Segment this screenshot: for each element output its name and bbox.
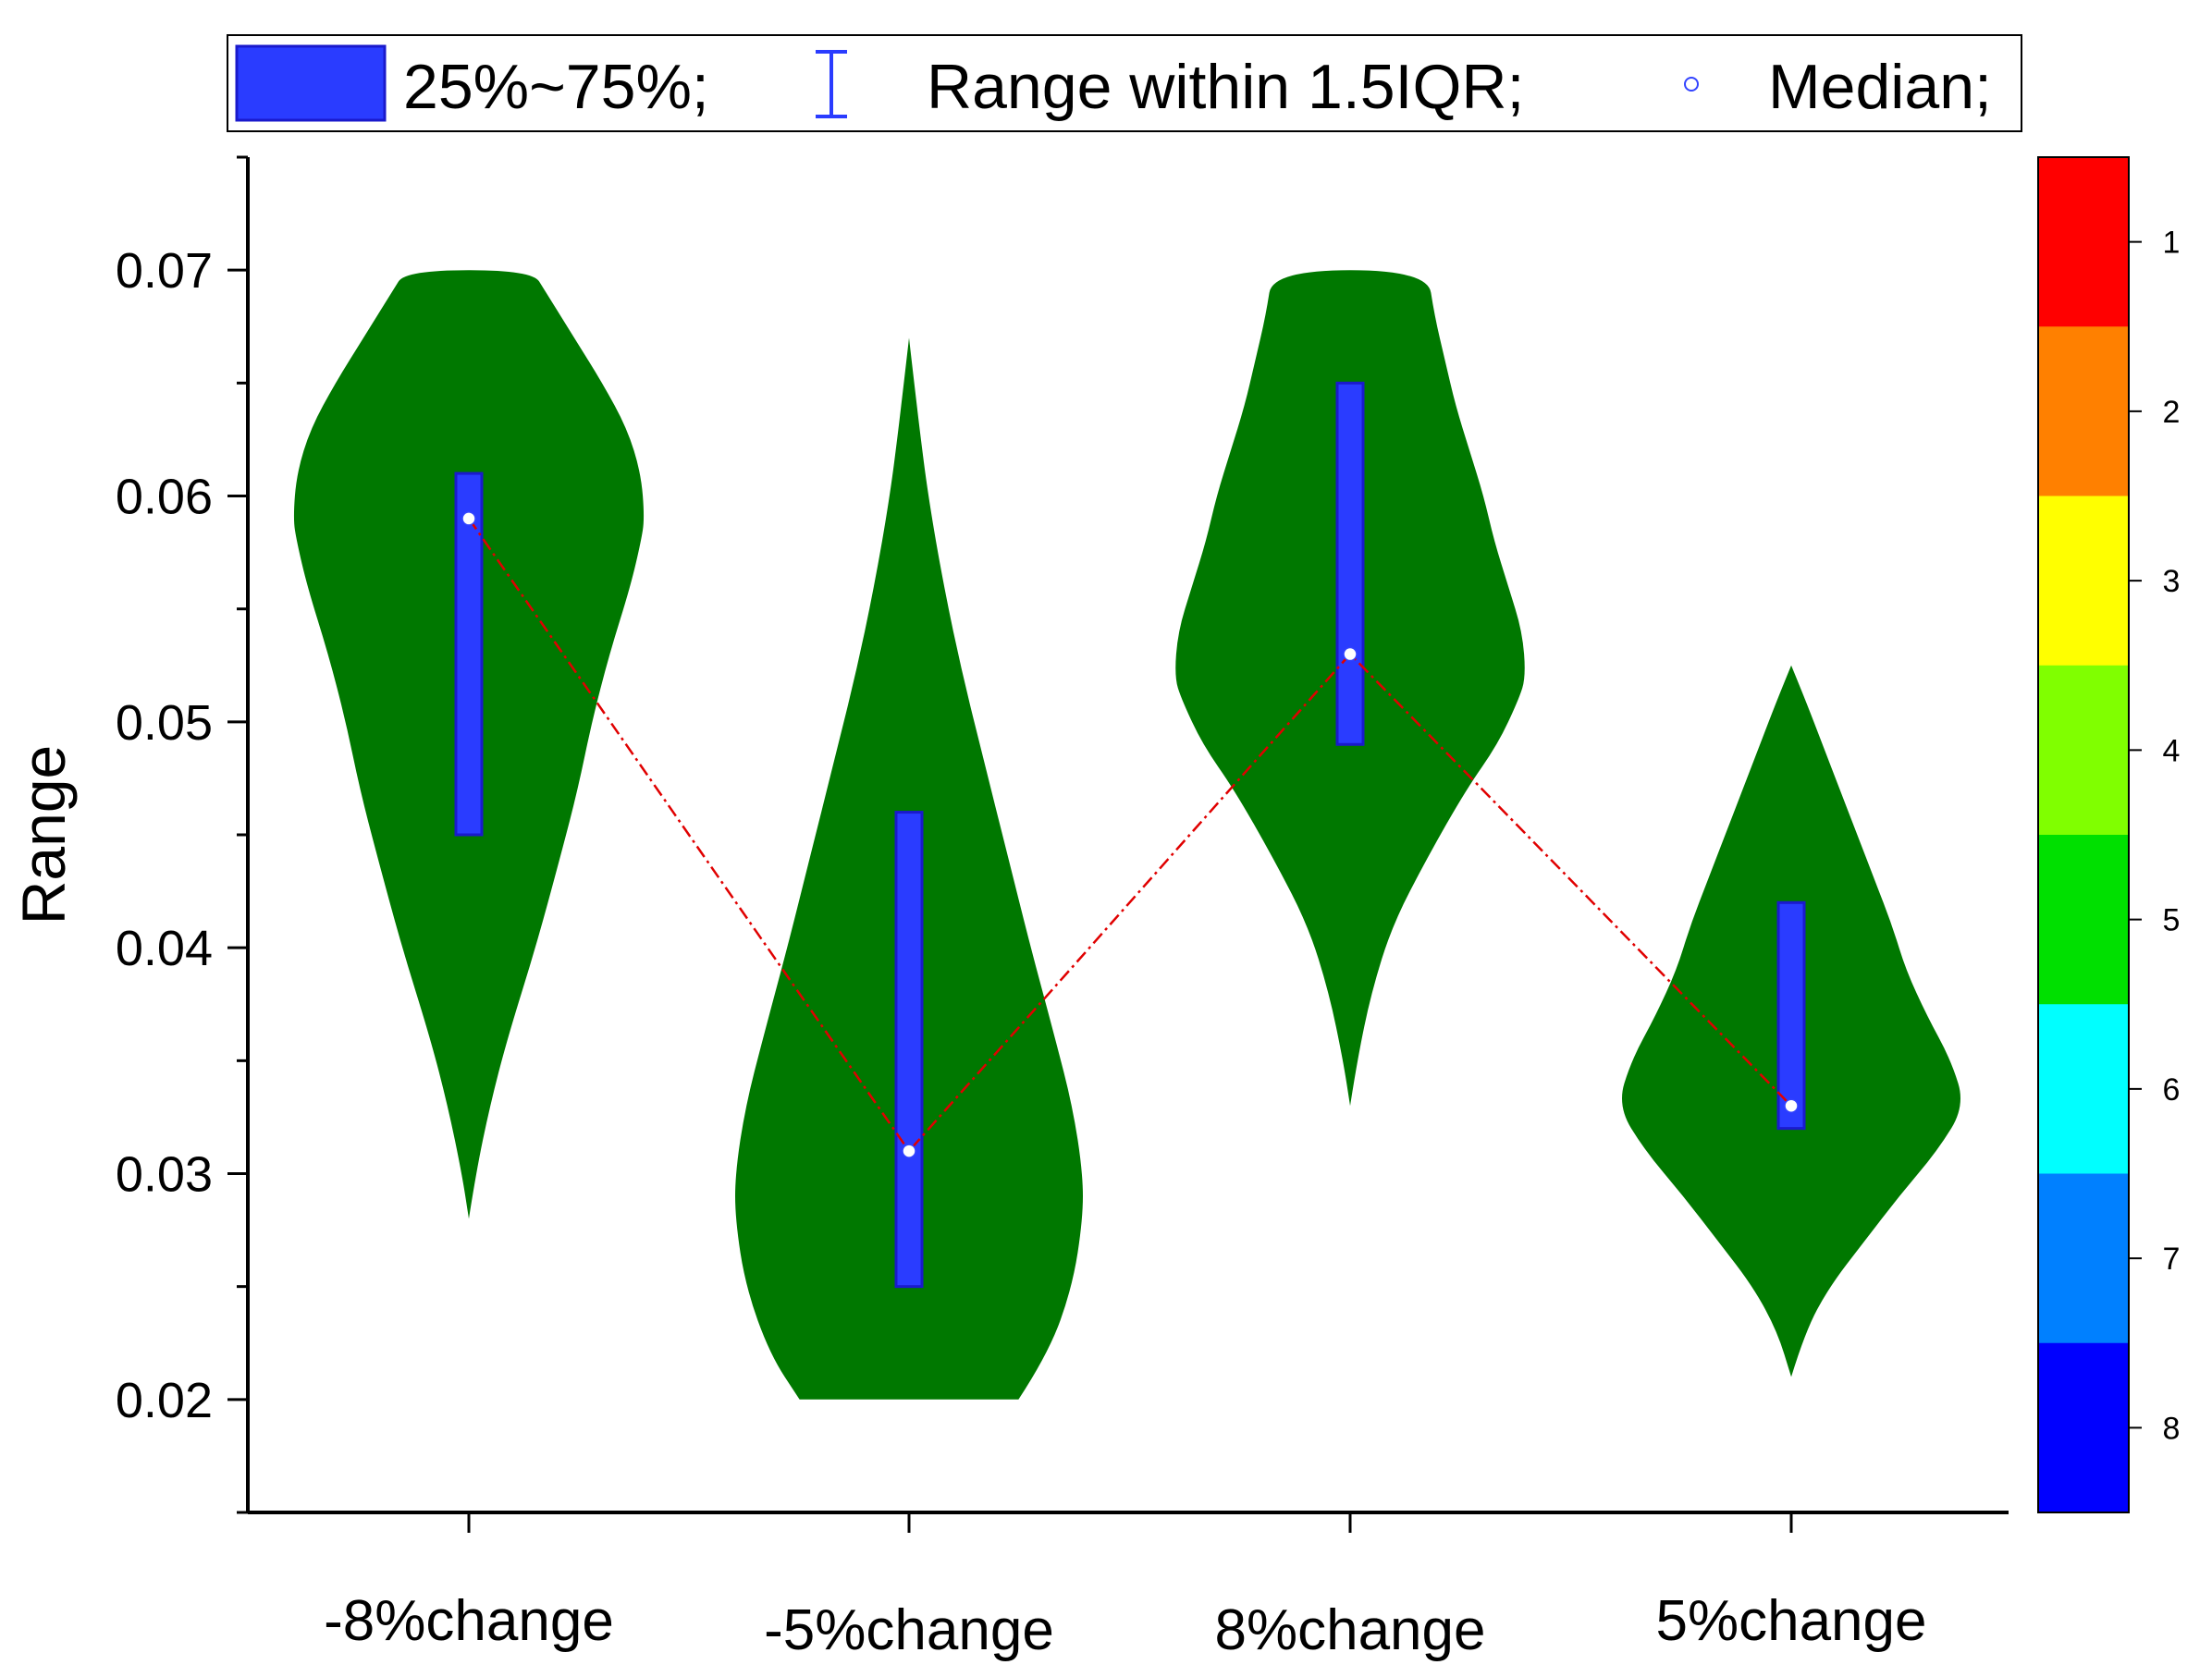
colorbar-segment [2038,326,2129,496]
colorbar-frame [2037,156,2130,1513]
colorbar-label: 2 [2163,395,2181,430]
y-tick-label: 0.03 [116,1147,213,1203]
colorbar-segment [2038,1004,2129,1174]
iqr-box--5%change [894,811,924,1289]
legend-whisker-symbol [816,50,847,118]
legend-box-swatch [235,44,387,122]
plot-area [293,270,1960,1400]
y-tick-label: 0.05 [116,695,213,751]
median-connector-line [467,518,1792,1154]
colorbar-segment [2038,1342,2129,1513]
iqr-box-8%change [1335,381,1365,746]
colorbar-segment [2038,157,2129,327]
colorbar-label: 4 [2163,733,2181,768]
y-tick-label: 0.06 [116,470,213,525]
legend-label-box: 25%~75%; [403,52,709,122]
colorbar-segment [2038,835,2129,1005]
colorbar-label: 3 [2163,564,2181,599]
x-tick-label: 5%change [1655,1589,1926,1653]
iqr-box--8%change [454,471,484,837]
x-tick-label: -8%change [324,1589,614,1653]
legend-median-symbol [1684,77,1699,92]
x-tick-label: 8%change [1214,1598,1485,1662]
legend: 25%~75%; Range within 1.5IQR; Median; [227,34,2022,132]
y-tick-label: 0.04 [116,921,213,976]
median-point--8%change [461,511,476,526]
median-point--5%change [902,1144,916,1158]
colorbar-label: 5 [2163,903,2181,938]
y-tick-label: 0.02 [116,1373,213,1428]
median-point-5%change [1784,1098,1799,1113]
x-tick-label: -5%change [764,1598,1054,1662]
colorbar-segment [2038,665,2129,836]
iqr-box-5%change [1776,900,1806,1131]
legend-label-median: Median; [1768,52,1992,122]
colorbar-segment [2038,1173,2129,1344]
legend-label-whisker: Range within 1.5IQR; [927,52,1524,122]
colorbar: 1 2 3 4 5 6 7 8 [2037,156,2181,1513]
colorbar-label: 8 [2163,1411,2181,1446]
y-axis-title: Range [9,745,78,925]
y-axis: 0.02 0.03 0.04 0.05 0.06 0.07 Range [9,155,250,1514]
colorbar-label: 7 [2163,1242,2181,1277]
colorbar-label: 6 [2163,1072,2181,1108]
x-axis: -8%change -5%change 8%change 5%change [248,1511,2009,1662]
colorbar-segment [2038,496,2129,667]
median-point-8%change [1343,646,1358,662]
legend-frame [227,34,2022,132]
y-tick-label: 0.07 [116,243,213,299]
colorbar-label: 1 [2163,226,2181,261]
